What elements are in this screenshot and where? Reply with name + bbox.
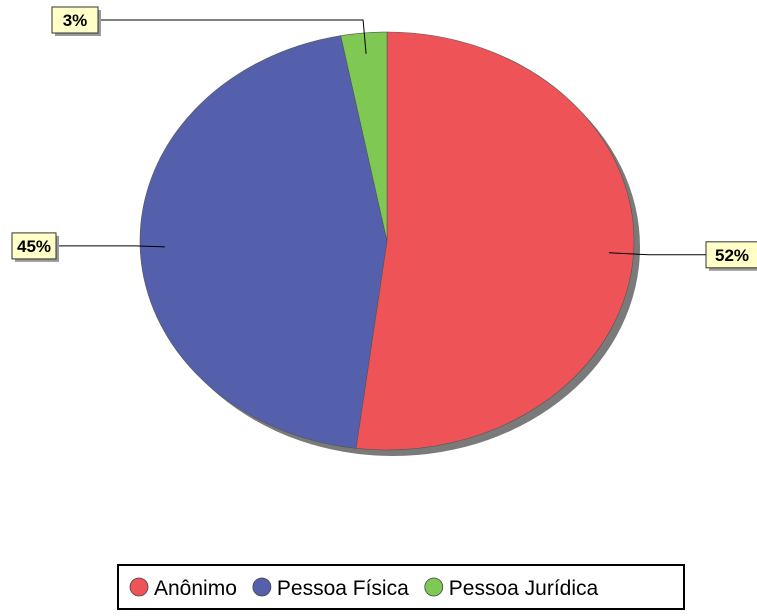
legend-swatch	[424, 577, 444, 597]
leader-line-pessoa-fisica	[56, 245, 165, 248]
leader-line-pessoa-juridica	[98, 19, 367, 54]
data-label-box	[705, 241, 757, 269]
data-label-text: 3%	[63, 11, 88, 30]
data-label-anonimo: 52%	[705, 241, 757, 271]
legend-label: Anônimo	[154, 577, 237, 600]
data-label-box	[11, 232, 57, 260]
legend-label: Pessoa Física	[277, 577, 409, 600]
legend-box	[117, 564, 685, 610]
legend: Anônimo Pessoa Física Pessoa Jurídica	[117, 564, 685, 610]
legend-swatch	[129, 577, 149, 597]
leader-line-anonimo	[608, 252, 706, 256]
legend-item-pessoa-juridica: Pessoa Jurídica	[424, 577, 599, 600]
data-label-text: 52%	[715, 246, 749, 265]
pie-slices	[139, 31, 635, 451]
data-label-pessoa-juridica: 3%	[51, 6, 101, 36]
data-label-text: 45%	[17, 237, 51, 256]
data-label-box	[51, 6, 99, 34]
data-labels: 52% 45% 3%	[11, 6, 757, 271]
legend-item-pessoa-fisica: Pessoa Física	[252, 577, 409, 600]
data-label-pessoa-fisica: 45%	[11, 232, 59, 262]
pie-slice-pessoa-fisica	[139, 35, 388, 449]
legend-label: Pessoa Jurídica	[449, 577, 599, 600]
legend-swatch	[252, 577, 272, 597]
leader-lines	[56, 19, 706, 256]
legend-item-anonimo: Anônimo	[129, 577, 237, 600]
pie-slice-anonimo	[355, 31, 635, 451]
